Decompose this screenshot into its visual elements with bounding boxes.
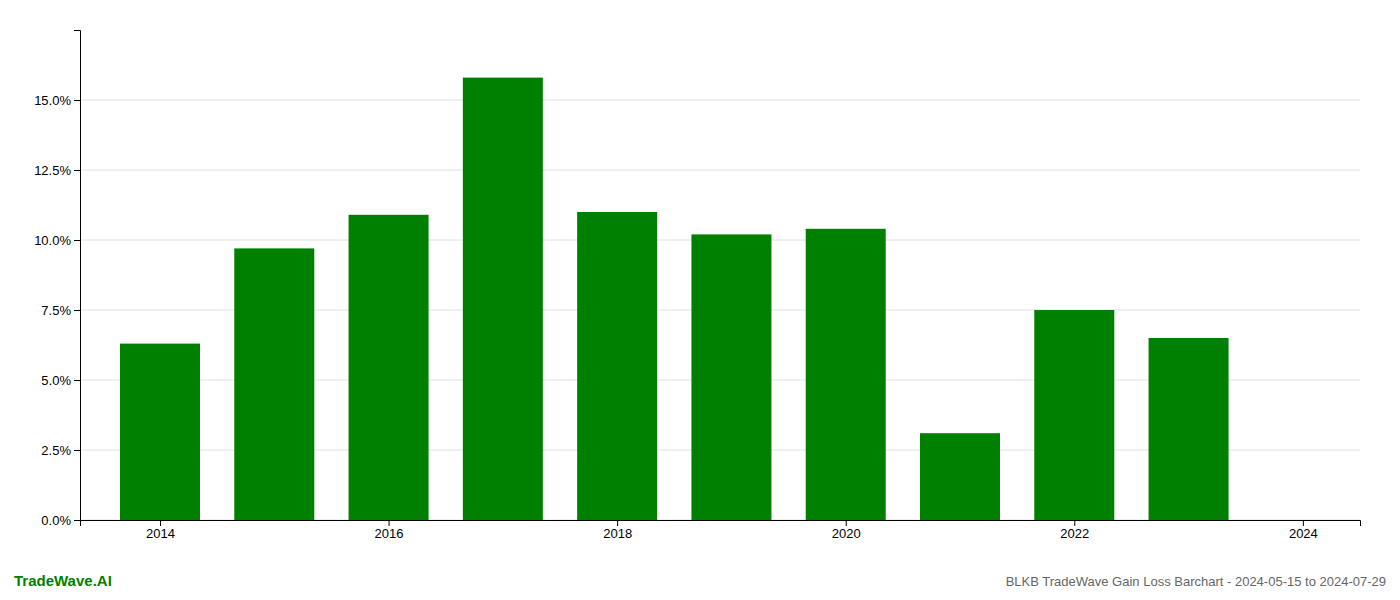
tick: 15.0% (34, 93, 80, 108)
bar (920, 433, 1000, 520)
footer-left: TradeWave.AI (14, 572, 112, 589)
tick: 12.5% (34, 163, 80, 178)
grid (80, 100, 1360, 520)
bar (1034, 310, 1114, 520)
chart: 2014 2016 2018 2020 2022 2024 0.0% 2.5% 5.0% 7.5%… (0, 0, 1400, 600)
tick-mark (160, 520, 161, 526)
bar (577, 212, 657, 520)
plot: 2014 2016 2018 2020 2022 2024 0.0% 2.5% 5.0% 7.5%… (34, 31, 1360, 542)
bar (691, 234, 771, 520)
tick-mark (846, 520, 847, 526)
tick-label: 15.0% (34, 93, 71, 108)
tick-label: 2018 (603, 526, 632, 541)
bars (120, 78, 1229, 520)
grid-line (80, 170, 1360, 171)
bar (463, 78, 543, 520)
tick-mark (74, 520, 80, 521)
tick-mark (74, 380, 80, 381)
tick-label: 7.5% (41, 303, 71, 318)
bar (806, 229, 886, 520)
tick-label: 2016 (375, 526, 404, 541)
bar (234, 248, 314, 520)
tick: 5.0% (41, 373, 80, 388)
footer-right: BLKB TradeWave Gain Loss Barchart - 2024… (1006, 574, 1386, 589)
axis-line (81, 521, 1361, 527)
tick-mark (74, 450, 80, 451)
tick-mark (74, 240, 80, 241)
tick-label: 2024 (1289, 526, 1318, 541)
axis-line (74, 31, 81, 521)
tick: 2018 (603, 520, 632, 541)
tick-label: 2020 (832, 526, 861, 541)
tick-mark (1074, 520, 1075, 526)
tick-label: 2.5% (41, 443, 71, 458)
x-axis: 2014 2016 2018 2020 2022 2024 (81, 520, 1361, 541)
tick-mark (389, 520, 390, 526)
bar (349, 215, 429, 520)
tick: 2016 (375, 520, 404, 541)
tick: 0.0% (41, 513, 80, 528)
tick-label: 5.0% (41, 373, 71, 388)
tick-mark (1303, 520, 1304, 526)
y-axis: 0.0% 2.5% 5.0% 7.5% 10.0% 12.5% 15.0% (34, 31, 80, 528)
grid-line (80, 100, 1360, 101)
tick-label: 12.5% (34, 163, 71, 178)
tick: 2024 (1289, 520, 1318, 541)
tick-label: 2014 (146, 526, 175, 541)
bar (1149, 338, 1229, 520)
tick: 10.0% (34, 233, 80, 248)
tick: 2022 (1060, 520, 1089, 541)
tick: 2014 (146, 520, 175, 541)
tick: 2.5% (41, 443, 80, 458)
tick: 2020 (832, 520, 861, 541)
bar (120, 344, 200, 520)
tick: 7.5% (41, 303, 80, 318)
tick-label: 2022 (1060, 526, 1089, 541)
tick-mark (617, 520, 618, 526)
tick-label: 0.0% (41, 513, 71, 528)
tick-mark (74, 100, 80, 101)
tick-mark (74, 310, 80, 311)
tick-mark (74, 170, 80, 171)
tick-label: 10.0% (34, 233, 71, 248)
